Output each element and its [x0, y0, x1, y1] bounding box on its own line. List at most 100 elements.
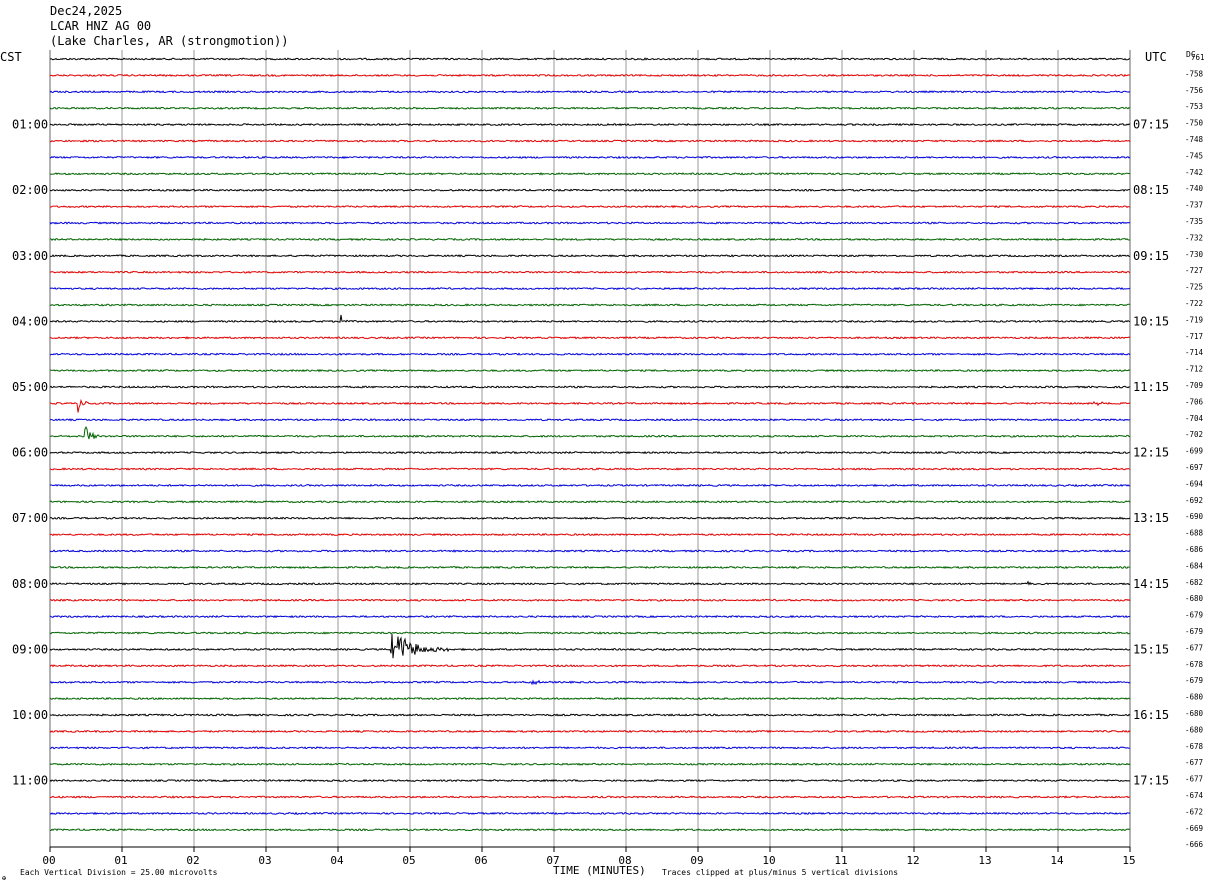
dc-offset-label: -697 [1185, 463, 1203, 472]
x-tick-label: 10 [762, 854, 775, 867]
corner-mark-icon: ✠ [2, 874, 6, 882]
dc-offset-label: -680 [1185, 594, 1204, 603]
right-hour-label: 15:15 [1133, 642, 1169, 656]
dc-offset-label: -688 [1185, 529, 1204, 538]
trace-11 [49, 237, 1131, 242]
trace-9 [49, 204, 1131, 209]
trace-39 [49, 696, 1131, 701]
dc-offset-label: -735 [1185, 217, 1203, 226]
trace-2 [49, 90, 1131, 94]
dc-offset-label: -677 [1185, 758, 1203, 767]
dc-label: DC [1186, 50, 1196, 59]
trace-0 [49, 57, 1131, 61]
clip-note: Traces clipped at plus/minus 5 vertical … [662, 868, 898, 877]
trace-23 [49, 425, 1131, 440]
left-hour-label: 04:00 [12, 314, 48, 328]
trace-47 [49, 828, 1131, 832]
trace-24 [49, 450, 1131, 455]
dc-offset-label: -694 [1185, 479, 1204, 488]
trace-10 [49, 221, 1131, 225]
x-tick-label: 15 [1122, 854, 1135, 867]
dc-offset-label: -690 [1185, 512, 1204, 521]
header-location: (Lake Charles, AR (strongmotion)) [50, 34, 289, 48]
right-hour-label: 11:15 [1133, 380, 1169, 394]
right-hour-label: 08:15 [1133, 183, 1169, 197]
trace-42 [49, 746, 1131, 750]
dc-offset-label: -669 [1185, 824, 1203, 833]
dc-offset-label: -750 [1185, 119, 1204, 128]
dc-offset-label: -737 [1185, 201, 1203, 210]
dc-offset-label: -748 [1185, 135, 1204, 144]
right-hour-labels: 07:15 08:15 09:15 10:15 11:15 12:15 13:15 14:15… [1133, 118, 1169, 788]
dc-offset-label: -677 [1185, 643, 1203, 652]
trace-12 [49, 254, 1131, 258]
dc-offset-label: -740 [1185, 184, 1204, 193]
right-axis-title: UTC [1145, 50, 1167, 64]
dc-offset-label: -684 [1185, 561, 1204, 570]
trace-29 [49, 532, 1131, 537]
trace-17 [49, 336, 1131, 340]
right-hour-label: 07:15 [1133, 118, 1169, 132]
dc-offset-label: -672 [1185, 807, 1203, 816]
x-tick-label: 07 [546, 854, 559, 867]
left-hour-label: 06:00 [12, 446, 48, 460]
dc-offset-label: -704 [1185, 414, 1204, 423]
dc-offset-label: -682 [1185, 578, 1203, 587]
dc-offset-label: -674 [1185, 791, 1204, 800]
dc-offset-label: -727 [1185, 266, 1203, 275]
x-tick-labels: 00 01 02 03 04 05 06 07 08 09 10 11 12 13 14 15 [42, 847, 1136, 867]
trace-35 [49, 631, 1131, 635]
dc-offset-label: -712 [1185, 365, 1203, 374]
dc-offset-label: -758 [1185, 69, 1204, 78]
vertical-division-note: Each Vertical Division = 25.00 microvolt… [20, 868, 218, 877]
trace-8 [49, 188, 1130, 192]
dc-offset-label: -742 [1185, 168, 1203, 177]
trace-46 [49, 811, 1131, 816]
dc-offset-label: -709 [1185, 381, 1203, 390]
right-hour-label: 10:15 [1133, 314, 1169, 328]
dc-offset-label: -677 [1185, 775, 1203, 784]
trace-13 [49, 270, 1131, 274]
trace-5 [49, 139, 1131, 143]
header-station: LCAR HNZ AG 00 [50, 19, 152, 33]
x-tick-label: 06 [474, 854, 487, 867]
dc-offset-label: -666 [1185, 840, 1204, 849]
dc-offset-label: -732 [1185, 233, 1203, 242]
dc-offset-label: -714 [1185, 348, 1204, 357]
dc-offset-label: -745 [1185, 151, 1203, 160]
dc-offset-label: -678 [1185, 742, 1204, 751]
x-tick-label: 04 [330, 854, 344, 867]
x-tick-label: 14 [1050, 854, 1064, 867]
x-axis-label: TIME (MINUTES) [553, 864, 646, 877]
trace-38 [49, 679, 1131, 686]
dc-offset-label: -679 [1185, 611, 1203, 620]
x-tick-label: 11 [834, 854, 847, 867]
trace-37 [49, 664, 1131, 668]
dc-offset-label: -680 [1185, 709, 1204, 718]
trace-4 [49, 122, 1131, 127]
trace-34 [49, 614, 1131, 619]
trace-26 [49, 483, 1131, 488]
dc-offset-label: -680 [1185, 693, 1204, 702]
dc-offset-label: -699 [1185, 447, 1203, 456]
left-hour-label: 05:00 [12, 380, 48, 394]
trace-6 [49, 155, 1131, 160]
x-tick-label: 13 [978, 854, 991, 867]
left-hour-label: 09:00 [12, 642, 48, 656]
trace-44 [49, 778, 1131, 783]
traces [49, 57, 1131, 832]
left-hour-labels: 01:00 02:00 03:00 04:00 05:00 06:00 07:00 08:00… [12, 118, 48, 788]
dc-offset-label: -706 [1185, 397, 1204, 406]
dc-offset-label: -679 [1185, 627, 1203, 636]
trace-40 [49, 713, 1131, 717]
dc-offset-label: -717 [1185, 332, 1203, 341]
dc-offset-label: -722 [1185, 299, 1203, 308]
trace-30 [49, 549, 1131, 553]
trace-41 [49, 729, 1131, 734]
trace-14 [49, 286, 1131, 291]
right-hour-label: 13:15 [1133, 511, 1169, 525]
left-hour-label: 01:00 [12, 118, 48, 132]
trace-43 [49, 762, 1131, 766]
dc-offset-labels: 761 -758 -756 -753 -750 -748 -745 -742 -740 -737 -… [1185, 53, 1205, 849]
